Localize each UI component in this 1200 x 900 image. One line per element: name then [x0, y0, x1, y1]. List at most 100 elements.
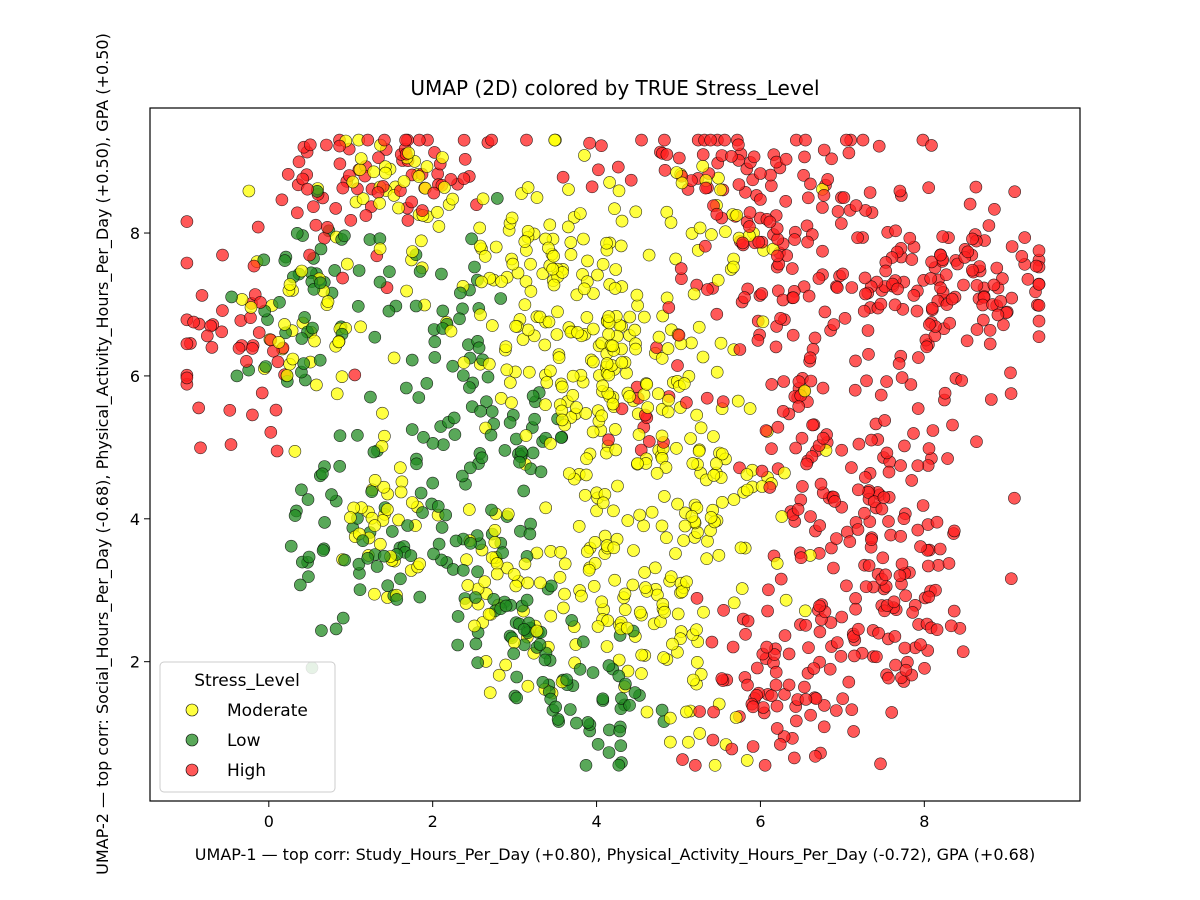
scatter-point-moderate [544, 437, 557, 450]
scatter-point-high [976, 313, 990, 327]
scatter-point-moderate [400, 284, 413, 298]
scatter-point-high [991, 308, 1005, 322]
scatter-point-moderate [542, 315, 556, 329]
scatter-point-high [828, 495, 842, 508]
scatter-point-low [353, 583, 367, 597]
scatter-point-high [693, 705, 706, 718]
scatter-point-moderate [657, 490, 671, 503]
scatter-point-high [223, 403, 237, 417]
scatter-point-moderate [509, 319, 523, 333]
scatter-point-high [725, 150, 738, 163]
scatter-point-moderate [650, 466, 664, 480]
scatter-point-moderate [637, 310, 651, 324]
scatter-point-high [878, 414, 892, 427]
scatter-point-moderate [600, 357, 614, 370]
scatter-point-moderate [580, 452, 593, 466]
scatter-point-moderate [582, 563, 596, 577]
scatter-point-moderate [640, 705, 654, 719]
scatter-point-high [851, 231, 864, 244]
scatter-point-high [852, 622, 865, 636]
scatter-point-moderate [693, 727, 707, 740]
scatter-point-moderate [700, 552, 714, 566]
scatter-point-moderate [499, 340, 513, 354]
y-axis: 2 4 6 8 [130, 224, 150, 672]
scatter-point-moderate [580, 545, 594, 558]
scatter-point-moderate [686, 673, 700, 687]
scatter-point-high [843, 535, 857, 549]
scatter-point-high [804, 374, 818, 388]
scatter-point-high [205, 341, 219, 354]
scatter-point-low [628, 686, 642, 699]
scatter-point-low [538, 653, 552, 667]
scatter-point-high [746, 700, 760, 714]
scatter-point-high [583, 136, 596, 150]
scatter-point-moderate [678, 519, 692, 533]
scatter-point-high [858, 271, 872, 285]
scatter-point-high [751, 334, 765, 347]
scatter-point-high [759, 424, 773, 437]
scatter-point-moderate [655, 351, 669, 365]
scatter-point-moderate [756, 315, 770, 329]
scatter-point-moderate [473, 239, 487, 253]
scatter-point-low [414, 486, 428, 500]
scatter-point-moderate [779, 593, 793, 607]
scatter-point-moderate [459, 597, 473, 610]
scatter-point-moderate [727, 260, 740, 274]
scatter-point-low [405, 353, 419, 367]
scatter-point-moderate [633, 605, 647, 619]
scatter-point-moderate [581, 254, 594, 268]
scatter-point-moderate [600, 640, 614, 653]
scatter-point-moderate [658, 605, 671, 619]
scatter-point-high [849, 602, 862, 616]
scatter-point-moderate [631, 457, 644, 470]
scatter-point-high [271, 355, 285, 369]
scatter-point-high [947, 524, 961, 538]
scatter-point-low [485, 405, 499, 418]
x-tick-label: 0 [264, 812, 274, 831]
scatter-point-high [303, 248, 316, 262]
scatter-point-low [472, 341, 486, 355]
scatter-point-high [966, 232, 979, 246]
scatter-point-high [942, 557, 956, 570]
scatter-point-high [458, 153, 472, 166]
scatter-point-high [753, 167, 767, 180]
scatter-point-high [803, 351, 817, 365]
scatter-point-moderate [280, 369, 294, 382]
scatter-point-high [317, 231, 331, 245]
scatter-point-high [849, 354, 862, 368]
scatter-point-moderate [671, 607, 685, 621]
scatter-point-low [383, 265, 396, 279]
scatter-point-high [865, 533, 878, 547]
scatter-point-moderate [489, 240, 503, 254]
scatter-point-moderate [692, 444, 706, 458]
scatter-point-moderate [730, 209, 744, 222]
scatter-point-low [259, 360, 273, 373]
scatter-point-high [823, 662, 837, 676]
scatter-point-moderate [551, 305, 564, 319]
scatter-point-moderate [499, 658, 513, 672]
scatter-point-high [739, 627, 752, 641]
scatter-point-low [410, 457, 423, 471]
scatter-point-moderate [354, 152, 368, 165]
scatter-point-high [359, 209, 373, 222]
scatter-point-moderate [432, 220, 446, 233]
scatter-point-high [770, 722, 784, 735]
scatter-point-low [456, 563, 470, 577]
scatter-point-low [288, 509, 302, 522]
scatter-point-moderate [547, 278, 561, 292]
scatter-point-moderate [670, 441, 683, 455]
scatter-point-high [762, 583, 775, 597]
scatter-point-high [862, 347, 875, 361]
scatter-point-moderate [715, 495, 729, 509]
scatter-point-high [765, 442, 778, 456]
scatter-point-high [771, 232, 785, 246]
scatter-point-moderate [482, 607, 496, 621]
scatter-point-high [885, 706, 899, 719]
scatter-point-high [592, 163, 605, 177]
scatter-point-low [351, 428, 364, 442]
scatter-point-high [180, 256, 194, 270]
scatter-point-moderate [505, 396, 518, 410]
scatter-point-moderate [648, 561, 662, 575]
scatter-point-high [894, 529, 908, 543]
scatter-point-moderate [711, 273, 725, 287]
